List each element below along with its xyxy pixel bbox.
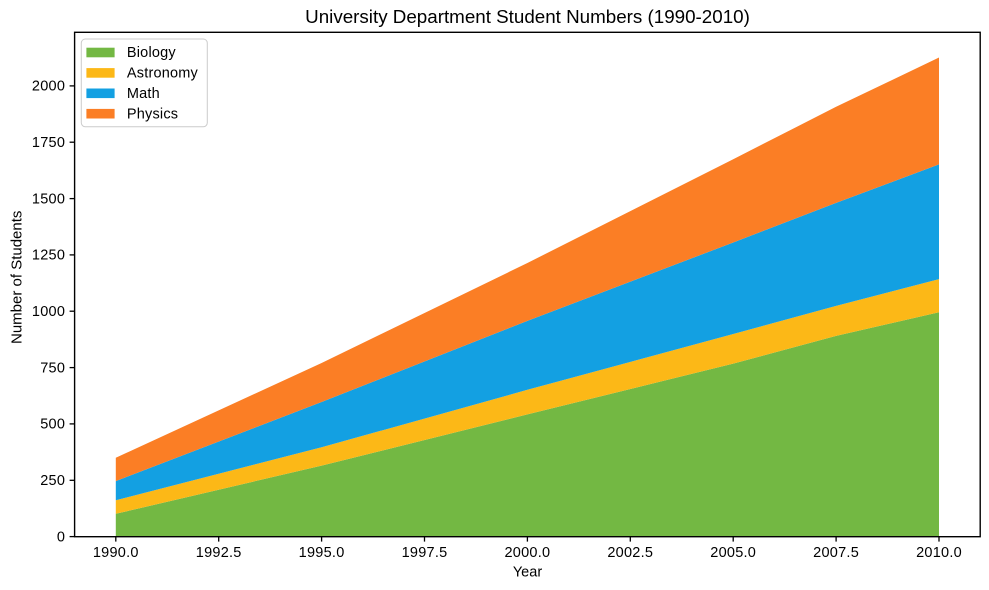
svg-text:0: 0 (57, 529, 65, 545)
svg-text:Math: Math (127, 86, 160, 102)
svg-text:Physics: Physics (127, 106, 178, 122)
svg-text:2007.5: 2007.5 (813, 545, 859, 561)
svg-text:250: 250 (40, 473, 65, 489)
svg-text:2000.0: 2000.0 (504, 545, 550, 561)
svg-text:1995.0: 1995.0 (299, 545, 345, 561)
svg-text:2000: 2000 (32, 79, 65, 95)
svg-text:1990.0: 1990.0 (93, 545, 139, 561)
svg-text:1750: 1750 (32, 135, 65, 151)
svg-text:Biology: Biology (127, 45, 177, 61)
svg-text:2010.0: 2010.0 (916, 545, 962, 561)
svg-text:Number of Students: Number of Students (8, 211, 25, 344)
svg-text:University Department Student: University Department Student Numbers (1… (305, 6, 750, 27)
svg-text:Astronomy: Astronomy (127, 66, 199, 82)
svg-text:2002.5: 2002.5 (607, 545, 653, 561)
svg-text:1500: 1500 (32, 191, 65, 207)
svg-text:1992.5: 1992.5 (196, 545, 242, 561)
svg-text:1000: 1000 (32, 304, 65, 320)
svg-text:2005.0: 2005.0 (710, 545, 756, 561)
svg-text:750: 750 (40, 360, 65, 376)
svg-text:500: 500 (40, 417, 65, 433)
svg-text:1997.5: 1997.5 (402, 545, 448, 561)
svg-text:Year: Year (513, 565, 542, 581)
svg-text:1250: 1250 (32, 248, 65, 264)
